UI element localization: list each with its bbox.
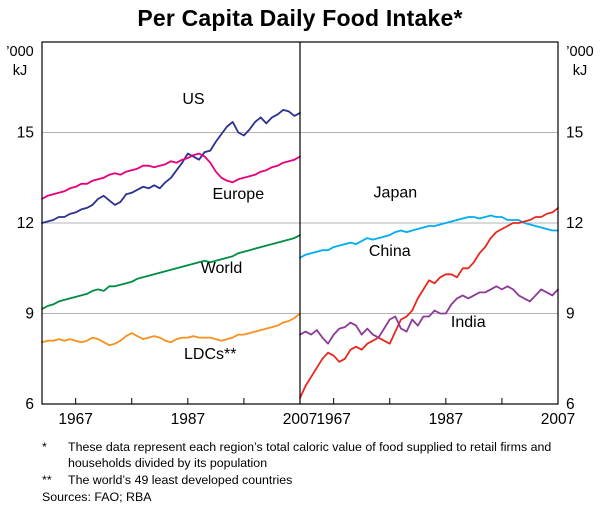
series-label-japan: Japan — [374, 184, 418, 201]
footnote-row: * These data represent each region’s tot… — [42, 440, 572, 472]
x-tick-label: 1987 — [171, 411, 205, 428]
sources-text: Sources: FAO; RBA — [42, 489, 152, 504]
y-tick-label-right: 12 — [566, 215, 583, 232]
y-tick-label-left: 6 — [25, 396, 34, 413]
y-tick-label-right: 15 — [566, 125, 583, 142]
sources-row: Sources: FAO; RBA — [42, 490, 572, 506]
footnotes: * These data represent each region’s tot… — [0, 434, 600, 506]
series-label-ldcs: LDCs** — [184, 346, 236, 363]
series-label-china: China — [369, 243, 411, 260]
series-line-india — [299, 285, 559, 345]
footnote-marker: * — [42, 440, 47, 454]
y-tick-label-right: 9 — [566, 306, 575, 323]
series-label-us: US — [182, 91, 204, 108]
y-tick-label-left: 12 — [17, 215, 34, 232]
x-tick-label: 1967 — [316, 411, 350, 428]
chart-canvas: 1967 1987 2007 US Europe World LDCs** 1967 1987 2… — [6, 41, 594, 428]
x-tick-label: 2007 — [283, 411, 317, 428]
x-tick-label: 1967 — [58, 411, 92, 428]
series-line-japan — [299, 214, 559, 259]
series-line-us — [41, 109, 301, 224]
y-tick-label-left: 9 — [25, 306, 34, 323]
series-label-india: India — [451, 314, 486, 331]
x-tick-label: 1987 — [429, 411, 463, 428]
series-line-ldcs — [41, 312, 301, 347]
axis-unit-left: ’000 — [6, 44, 33, 60]
footnote-text: These data represent each region’s total… — [68, 440, 552, 470]
footnote-text: The world’s 49 least developed countries — [68, 472, 293, 487]
axis-unit-right: kJ — [573, 63, 588, 79]
series-line-china — [299, 206, 559, 399]
footnote-row: ** The world’s 49 least developed countr… — [42, 473, 572, 489]
y-tick-label-left: 15 — [17, 125, 34, 142]
axis-unit-left: kJ — [13, 63, 28, 79]
chart-title: Per Capita Daily Food Intake* — [137, 5, 463, 31]
x-tick-label: 2007 — [541, 411, 575, 428]
series-label-europe: Europe — [213, 186, 265, 203]
footnote-marker: ** — [42, 472, 52, 487]
series-line-europe — [41, 152, 301, 200]
series-label-world: World — [201, 260, 243, 277]
axis-unit-right: ’000 — [566, 44, 593, 60]
y-tick-label-right: 6 — [566, 396, 575, 413]
series-line-world — [41, 234, 301, 310]
